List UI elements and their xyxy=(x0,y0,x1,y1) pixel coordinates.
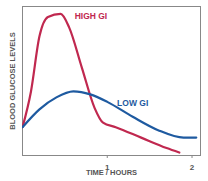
svg-text:1: 1 xyxy=(105,163,110,172)
svg-text:HIGH GI: HIGH GI xyxy=(75,11,108,21)
svg-text:LOW GI: LOW GI xyxy=(117,98,148,108)
svg-text:2: 2 xyxy=(190,163,195,172)
svg-text:BLOOD GLUCOSE LEVELS: BLOOD GLUCOSE LEVELS xyxy=(8,32,17,130)
svg-text:TIME / HOURS: TIME / HOURS xyxy=(86,168,137,177)
